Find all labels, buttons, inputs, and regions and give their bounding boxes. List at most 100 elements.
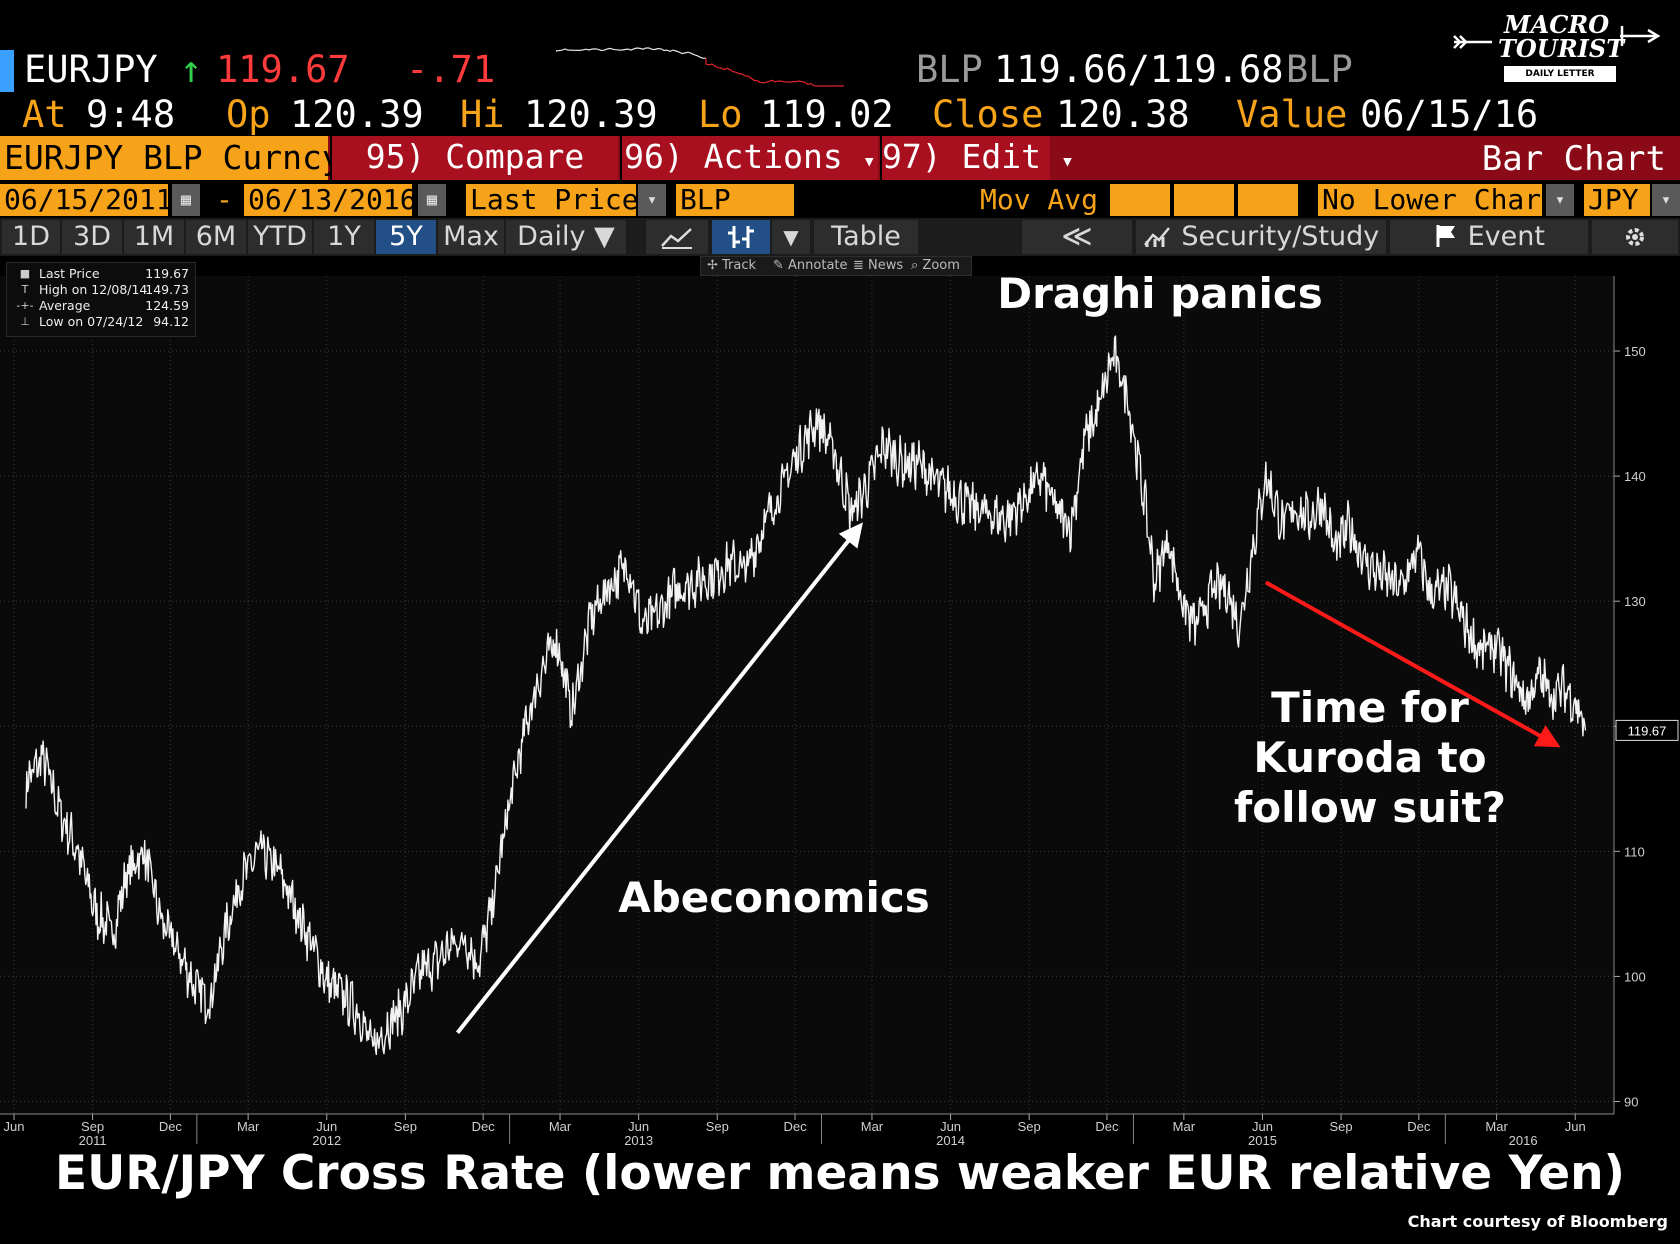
security-study-label: Security/Study — [1181, 221, 1380, 252]
chart-axes: 15014013012011010090JunSepDecMarJunSepDe… — [0, 276, 1679, 1148]
security-study-button[interactable]: Security/Study — [1136, 220, 1386, 254]
line-chart-icon[interactable] — [646, 220, 708, 254]
y-tick-label: 130 — [1624, 594, 1646, 609]
x-tick-label: Dec — [159, 1119, 183, 1134]
ticker-symbol: EURJPY — [24, 48, 158, 91]
year-label: 2011 — [79, 1133, 107, 1148]
table-button[interactable]: Table — [814, 220, 918, 254]
period-1m-button[interactable]: 1M — [124, 220, 184, 254]
x-tick-label: Dec — [1407, 1119, 1431, 1134]
sparkline-up — [556, 47, 707, 59]
last-value-box — [1615, 719, 1679, 741]
zoom-label: Zoom — [922, 258, 960, 273]
zoom-tool[interactable]: ⌕ Zoom — [911, 258, 960, 273]
x-tick-label: Dec — [472, 1119, 496, 1134]
high-value: 120.39 — [524, 93, 658, 136]
period-max-button[interactable]: Max — [438, 220, 504, 254]
year-label: 2014 — [936, 1133, 965, 1148]
chevron-down-icon[interactable]: ▾ — [1546, 184, 1574, 216]
y-tick-label: 100 — [1624, 969, 1646, 984]
abe-arrow — [455, 522, 863, 1034]
x-tick-label: Dec — [783, 1119, 807, 1134]
close-label: Close — [932, 93, 1044, 136]
chevron-down-icon[interactable]: ▾ — [638, 184, 666, 216]
plot-area — [0, 276, 1614, 1114]
annotation-kuroda: follow suit? — [1234, 783, 1506, 832]
security-field[interactable]: EURJPY BLP Curncy — [0, 136, 342, 180]
period-1y-button[interactable]: 1Y — [314, 220, 374, 254]
legend-average: -+- Average 124.59 — [16, 298, 189, 313]
low-value: 119.02 — [760, 93, 894, 136]
x-tick-label: Mar — [237, 1119, 260, 1134]
moving-average-label: Mov Avg — [980, 183, 1099, 216]
annotation-kuroda: Kuroda to — [1253, 733, 1486, 782]
mov-avg-field-3[interactable] — [1238, 184, 1298, 216]
intraday-sparkline — [556, 47, 845, 87]
end-date-field[interactable]: 06/13/2016 — [244, 184, 412, 216]
bid-ask: 119.66/119.68 — [994, 48, 1284, 91]
event-button[interactable]: Event — [1390, 220, 1588, 254]
calendar-icon[interactable]: ▦ — [418, 184, 446, 216]
logo-line1: MACRO — [1504, 10, 1610, 39]
price-series — [25, 335, 1587, 1056]
x-tick-label: Mar — [1485, 1119, 1508, 1134]
x-tick-label: Sep — [394, 1119, 417, 1134]
mov-avg-field-1[interactable] — [1110, 184, 1170, 216]
lower-chart-select[interactable]: No Lower Chart — [1318, 184, 1542, 216]
frequency-select[interactable]: Daily ▼ — [506, 220, 626, 254]
news-tool[interactable]: ≣ News — [853, 258, 904, 273]
source-field[interactable]: BLP — [676, 184, 794, 216]
quote-header: EURJPY ↑ 119.67 -.71 BLP 119.66/119.68 B… — [0, 0, 1680, 136]
chart-title: EUR/JPY Cross Rate (lower means weaker E… — [54, 1146, 1626, 1201]
news-label: News — [868, 258, 904, 273]
x-tick-label: Sep — [1018, 1119, 1041, 1134]
currency-field[interactable]: JPY — [1584, 184, 1650, 216]
low-label: Lo — [698, 93, 743, 136]
annotate-tool[interactable]: ✎ Annotate — [773, 258, 848, 273]
edit-menu-button[interactable]: 97) Edit ▾ — [880, 136, 1074, 180]
bar-chart-icon[interactable] — [712, 220, 770, 254]
period-ytd-button[interactable]: YTD — [248, 220, 312, 254]
calendar-icon[interactable]: ▦ — [172, 184, 200, 216]
start-date-field[interactable]: 06/15/2011 — [0, 184, 168, 216]
security-toolbar: EURJPY BLP Curncy 95) Compare 96) Action… — [0, 136, 1680, 180]
compare-button[interactable]: 95) Compare — [330, 136, 618, 180]
year-label: 2016 — [1509, 1133, 1538, 1148]
mov-avg-field-2[interactable] — [1174, 184, 1234, 216]
close-value: 120.38 — [1056, 93, 1190, 136]
x-tick-label: Sep — [706, 1119, 729, 1134]
price-line — [25, 335, 1587, 1056]
track-tool[interactable]: ✢ Track — [707, 258, 757, 273]
net-change: -.71 — [406, 48, 496, 91]
x-tick-label: Mar — [549, 1119, 572, 1134]
high-marker-icon: T — [21, 283, 29, 296]
annotation-kuroda: Time for — [1271, 683, 1469, 732]
year-label: 2012 — [312, 1133, 341, 1148]
value-date: 06/15/16 — [1360, 93, 1539, 136]
gear-icon[interactable] — [1592, 220, 1678, 254]
period-5y-button[interactable]: 5Y — [376, 220, 436, 254]
open-value: 120.39 — [290, 93, 424, 136]
period-6m-button[interactable]: 6M — [186, 220, 246, 254]
logo-line2: TOURIST — [1498, 34, 1625, 63]
period-3d-button[interactable]: 3D — [62, 220, 122, 254]
collapse-icon[interactable]: ≪ — [1022, 220, 1132, 254]
chart-options-bar: 06/15/2011 ▦ - 06/13/2016 ▦ Last Price ▾… — [0, 182, 1680, 218]
high-label: Hi — [460, 93, 505, 136]
annotate-label: Annotate — [788, 258, 848, 273]
period-1d-button[interactable]: 1D — [2, 220, 60, 254]
date-separator: - — [216, 183, 233, 216]
macro-tourist-logo: MACRO TOURIST DAILY LETTER — [1452, 10, 1662, 88]
field-select[interactable]: Last Price — [466, 184, 636, 216]
actions-menu-button[interactable]: 96) Actions ▾ — [620, 136, 878, 180]
chevron-down-icon[interactable]: ▼ — [772, 220, 810, 254]
legend-high: T High on 12/08/14 149.73 — [13, 282, 189, 298]
chevron-down-icon[interactable]: ▾ — [1652, 184, 1680, 216]
at-time: 9:48 — [86, 93, 176, 136]
x-tick-label: Jun — [4, 1119, 25, 1134]
open-label: Op — [226, 93, 271, 136]
last-value-label: 119.67 — [1628, 723, 1667, 738]
actions-label: 96) Actions — [624, 137, 843, 176]
